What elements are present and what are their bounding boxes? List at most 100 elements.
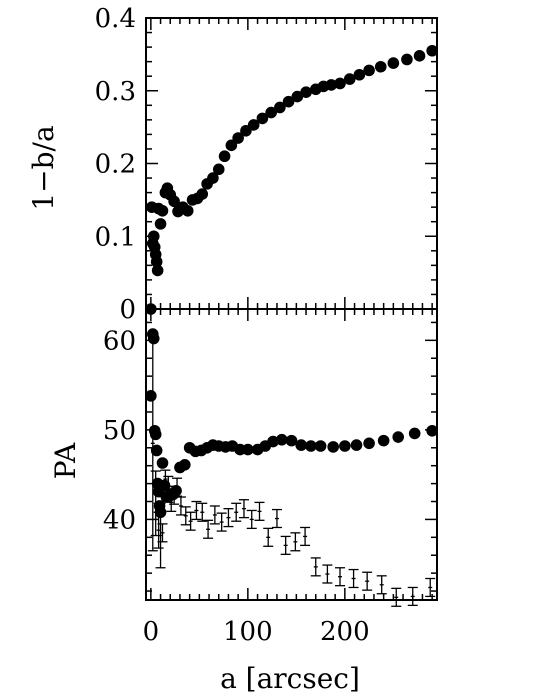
bottom-errorbar-point: [322, 564, 333, 584]
top-ytick-label: 0.3: [95, 77, 136, 107]
top-data-point: [343, 73, 356, 85]
top-data-point: [168, 195, 180, 208]
bottom-ytick-label: 50: [103, 416, 136, 446]
panel-bottom: 40 50 60 0 100 200: [103, 308, 438, 647]
top-ylabel: 1−b/a: [27, 125, 60, 210]
top-data-point: [225, 139, 238, 152]
bottom-errorbar-point: [238, 499, 249, 519]
top-data-point: [353, 68, 366, 81]
bottom-errorbar-point: [425, 577, 436, 598]
top-data-point: [207, 172, 219, 184]
top-data-point: [218, 150, 231, 163]
bottom-ytick-label: 40: [103, 505, 136, 535]
bottom-data-point: [408, 427, 421, 440]
bottom-data-point: [147, 332, 160, 345]
bottom-errorbar-point: [335, 567, 345, 587]
top-data-point: [247, 119, 260, 131]
bottom-ylabel: PA: [49, 442, 82, 479]
bottom-data-point: [339, 440, 351, 452]
bottom-errorbar-point: [280, 535, 291, 555]
panel-top: 0 0.1 0.2 0.3 0.4: [95, 4, 438, 325]
top-data-point: [147, 230, 160, 243]
bottom-errorbar-point: [300, 526, 311, 547]
bottom-data-point: [295, 439, 308, 451]
bottom-data-point: [363, 437, 375, 450]
top-data-point: [334, 77, 346, 90]
bottom-xtick-label: 100: [223, 617, 273, 647]
top-data-point: [181, 204, 194, 217]
top-data-point: [265, 106, 277, 119]
bottom-errorbar-point: [290, 532, 301, 552]
bottom-errorbar-point: [203, 519, 214, 539]
bottom-errorbar-point: [191, 500, 202, 521]
top-data-point: [156, 204, 169, 217]
bottom-data-point: [242, 443, 254, 456]
bottom-data-point: [350, 439, 363, 451]
bottom-xtick-label: 0: [143, 617, 160, 647]
bottom-errorbar-point: [376, 575, 387, 595]
bottom-data-point: [426, 424, 438, 437]
bottom-errorbar-point: [180, 506, 191, 526]
bottom-errorbar-point: [310, 557, 321, 577]
bottom-xtick-label: 200: [320, 617, 370, 647]
bottom-data-point: [179, 458, 191, 471]
top-data-point: [274, 101, 286, 114]
bottom-errorbar-point: [216, 512, 227, 532]
bottom-data-point: [327, 441, 340, 453]
bottom-data-point: [156, 457, 169, 469]
bottom-errorbar-point: [271, 508, 282, 529]
bottom-data-point: [285, 434, 298, 447]
bottom-errorbar-point: [175, 496, 186, 516]
bottom-errorbar-point: [263, 527, 274, 547]
top-data-point: [154, 218, 167, 230]
bottom-errorbar-point: [197, 502, 208, 522]
top-data-point: [387, 57, 400, 69]
bottom-errorbar-point: [147, 335, 158, 552]
bottom-data-point: [314, 440, 327, 452]
top-data-point: [426, 44, 438, 57]
bottom-data-point: [276, 433, 288, 446]
top-ytick-label: 0.2: [95, 150, 136, 180]
bottom-data-point: [150, 444, 163, 457]
bottom-errorbar-point: [209, 505, 220, 525]
bottom-errorbar-point: [391, 587, 402, 607]
bottom-data-point: [145, 390, 157, 402]
top-data-point: [150, 255, 163, 268]
top-data-point: [374, 60, 387, 73]
top-data-point: [413, 50, 426, 62]
bottom-xlabel: a [arcsec]: [220, 662, 360, 695]
top-data-point: [363, 64, 375, 77]
top-ytick-label: 0.4: [95, 4, 136, 34]
bottom-data-point: [267, 435, 279, 448]
bottom-data-point: [305, 440, 317, 452]
top-data-point: [151, 264, 164, 277]
bottom-errorbar-point: [407, 586, 418, 607]
bottom-ytick-label: 60: [103, 326, 136, 356]
bottom-data-point: [149, 428, 162, 441]
top-ytick-label: 0: [119, 295, 136, 325]
bottom-errorbar-point: [348, 568, 359, 589]
top-ytick-label: 0.1: [95, 222, 136, 252]
top-data-point: [256, 112, 269, 125]
top-data-point: [401, 53, 413, 66]
top-data-point: [291, 90, 304, 103]
top-data-point: [300, 86, 312, 99]
bottom-errorbar-point: [223, 508, 234, 528]
bottom-plot-frame: [145, 308, 438, 601]
top-data-point: [282, 95, 295, 108]
bottom-errorbar-point: [362, 571, 373, 591]
bottom-errorbar-point: [185, 511, 196, 531]
top-data-point: [196, 188, 209, 200]
top-data-point: [232, 132, 244, 144]
bottom-errorbar-point: [163, 475, 174, 495]
bottom-errorbar-point: [157, 523, 168, 543]
bottom-errorbar-point: [172, 477, 183, 497]
bottom-errorbar-point: [246, 509, 257, 530]
bottom-data-point: [392, 431, 405, 443]
bottom-data-point: [377, 434, 390, 447]
bottom-errorbar-point: [254, 501, 265, 521]
bottom-errorbar-point: [231, 502, 242, 522]
top-data-point: [212, 163, 225, 176]
top-data-point: [325, 79, 338, 91]
